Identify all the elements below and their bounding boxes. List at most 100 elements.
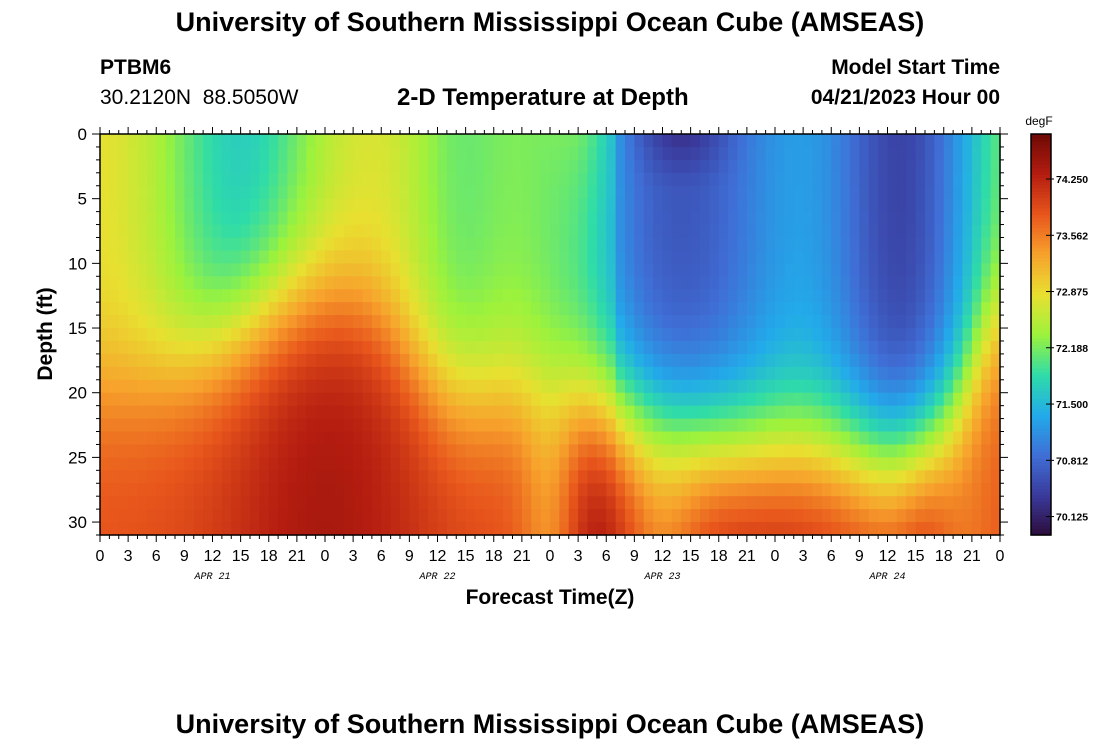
heatmap-cell bbox=[634, 431, 645, 446]
heatmap-cell bbox=[109, 185, 120, 200]
heatmap-cell bbox=[128, 522, 139, 536]
heatmap-cell bbox=[156, 198, 167, 213]
heatmap-cell bbox=[343, 405, 354, 420]
heatmap-cell bbox=[231, 276, 242, 290]
heatmap-cell bbox=[925, 457, 935, 471]
heatmap-cell bbox=[915, 405, 926, 420]
heatmap-cell bbox=[137, 315, 148, 329]
heatmap-cell bbox=[193, 146, 204, 161]
heatmap-cell bbox=[531, 263, 542, 277]
heatmap-cell bbox=[821, 457, 832, 471]
heatmap-cell bbox=[700, 444, 710, 458]
heatmap-cell bbox=[118, 198, 129, 213]
heatmap-cell bbox=[221, 224, 232, 239]
heatmap-cell bbox=[784, 509, 795, 523]
heatmap-cell bbox=[212, 315, 223, 329]
heatmap-cell bbox=[784, 315, 795, 329]
heatmap-cell bbox=[728, 431, 739, 446]
heatmap-cell bbox=[831, 263, 842, 277]
heatmap-cell bbox=[531, 470, 542, 484]
heatmap-cell bbox=[109, 470, 120, 484]
date-label: APR 24 bbox=[868, 572, 905, 583]
heatmap-cell bbox=[484, 366, 495, 381]
heatmap-cell bbox=[718, 211, 729, 226]
heatmap-cell bbox=[503, 522, 514, 536]
heatmap-cell bbox=[559, 392, 570, 407]
heatmap-cell bbox=[896, 392, 907, 407]
heatmap-cell bbox=[137, 211, 148, 226]
heatmap-cell bbox=[690, 340, 701, 355]
heatmap-cell bbox=[971, 276, 982, 290]
heatmap-cell bbox=[146, 172, 157, 187]
heatmap-cell bbox=[568, 185, 579, 200]
heatmap-cell bbox=[643, 250, 654, 264]
heatmap-cell bbox=[240, 302, 251, 316]
heatmap-cell bbox=[850, 353, 860, 368]
heatmap-cell bbox=[606, 522, 617, 536]
heatmap-cell bbox=[643, 405, 654, 420]
heatmap-cell bbox=[400, 444, 410, 458]
heatmap-cell bbox=[325, 250, 335, 264]
heatmap-cell bbox=[437, 444, 448, 458]
heatmap-cell bbox=[259, 366, 270, 381]
heatmap-cell bbox=[540, 289, 551, 303]
heatmap-cell bbox=[821, 483, 832, 497]
heatmap-cell bbox=[971, 444, 982, 458]
heatmap-cell bbox=[643, 392, 654, 407]
heatmap-cell bbox=[371, 146, 382, 161]
heatmap-cell bbox=[606, 172, 617, 187]
colorbar-segment bbox=[1031, 134, 1051, 138]
heatmap-cell bbox=[315, 379, 326, 394]
heatmap-cell bbox=[803, 444, 814, 458]
heatmap-cell bbox=[784, 379, 795, 394]
heatmap-cell bbox=[896, 134, 907, 148]
heatmap-cell bbox=[690, 509, 701, 523]
heatmap-cell bbox=[981, 237, 992, 252]
x-tick-label: 6 bbox=[377, 548, 386, 565]
heatmap-cell bbox=[784, 392, 795, 407]
heatmap-cell bbox=[268, 457, 279, 471]
heatmap-cell bbox=[306, 211, 317, 226]
heatmap-cell bbox=[353, 211, 364, 226]
heatmap-cell bbox=[859, 185, 870, 200]
heatmap-cell bbox=[165, 470, 176, 484]
colorbar-segment bbox=[1031, 237, 1051, 242]
heatmap-cell bbox=[268, 172, 279, 187]
heatmap-cell bbox=[634, 418, 645, 433]
heatmap-cell bbox=[278, 366, 289, 381]
heatmap-cell bbox=[728, 211, 739, 226]
heatmap-cell bbox=[746, 146, 757, 161]
heatmap-cell bbox=[634, 315, 645, 329]
heatmap-cell bbox=[165, 353, 176, 368]
heatmap-cell bbox=[212, 172, 223, 187]
heatmap-cell bbox=[428, 224, 439, 239]
heatmap-cell bbox=[962, 483, 973, 497]
heatmap-cell bbox=[446, 159, 457, 174]
heatmap-cell bbox=[915, 444, 926, 458]
heatmap-cell bbox=[428, 444, 439, 458]
heatmap-cell bbox=[868, 405, 879, 420]
heatmap-cell bbox=[418, 379, 429, 394]
heatmap-cell bbox=[971, 315, 982, 329]
heatmap-cell bbox=[315, 211, 326, 226]
heatmap-cell bbox=[184, 328, 195, 342]
colorbar-segment bbox=[1031, 190, 1051, 195]
heatmap-cell bbox=[531, 444, 542, 458]
heatmap-cell bbox=[390, 483, 401, 497]
heatmap-cell bbox=[390, 392, 401, 407]
heatmap-cell bbox=[296, 328, 307, 342]
heatmap-cell bbox=[906, 328, 917, 342]
heatmap-cell bbox=[268, 276, 279, 290]
heatmap-cell bbox=[465, 276, 476, 290]
heatmap-cell bbox=[793, 289, 804, 303]
heatmap-cell bbox=[793, 353, 804, 368]
heatmap-cell bbox=[643, 470, 654, 484]
heatmap-cell bbox=[606, 405, 617, 420]
colorbar-segment bbox=[1031, 431, 1051, 436]
heatmap-cell bbox=[615, 185, 626, 200]
heatmap-cell bbox=[896, 211, 907, 226]
heatmap-cell bbox=[896, 302, 907, 316]
heatmap-cell bbox=[737, 392, 748, 407]
heatmap-cell bbox=[821, 302, 832, 316]
heatmap-cell bbox=[203, 302, 214, 316]
